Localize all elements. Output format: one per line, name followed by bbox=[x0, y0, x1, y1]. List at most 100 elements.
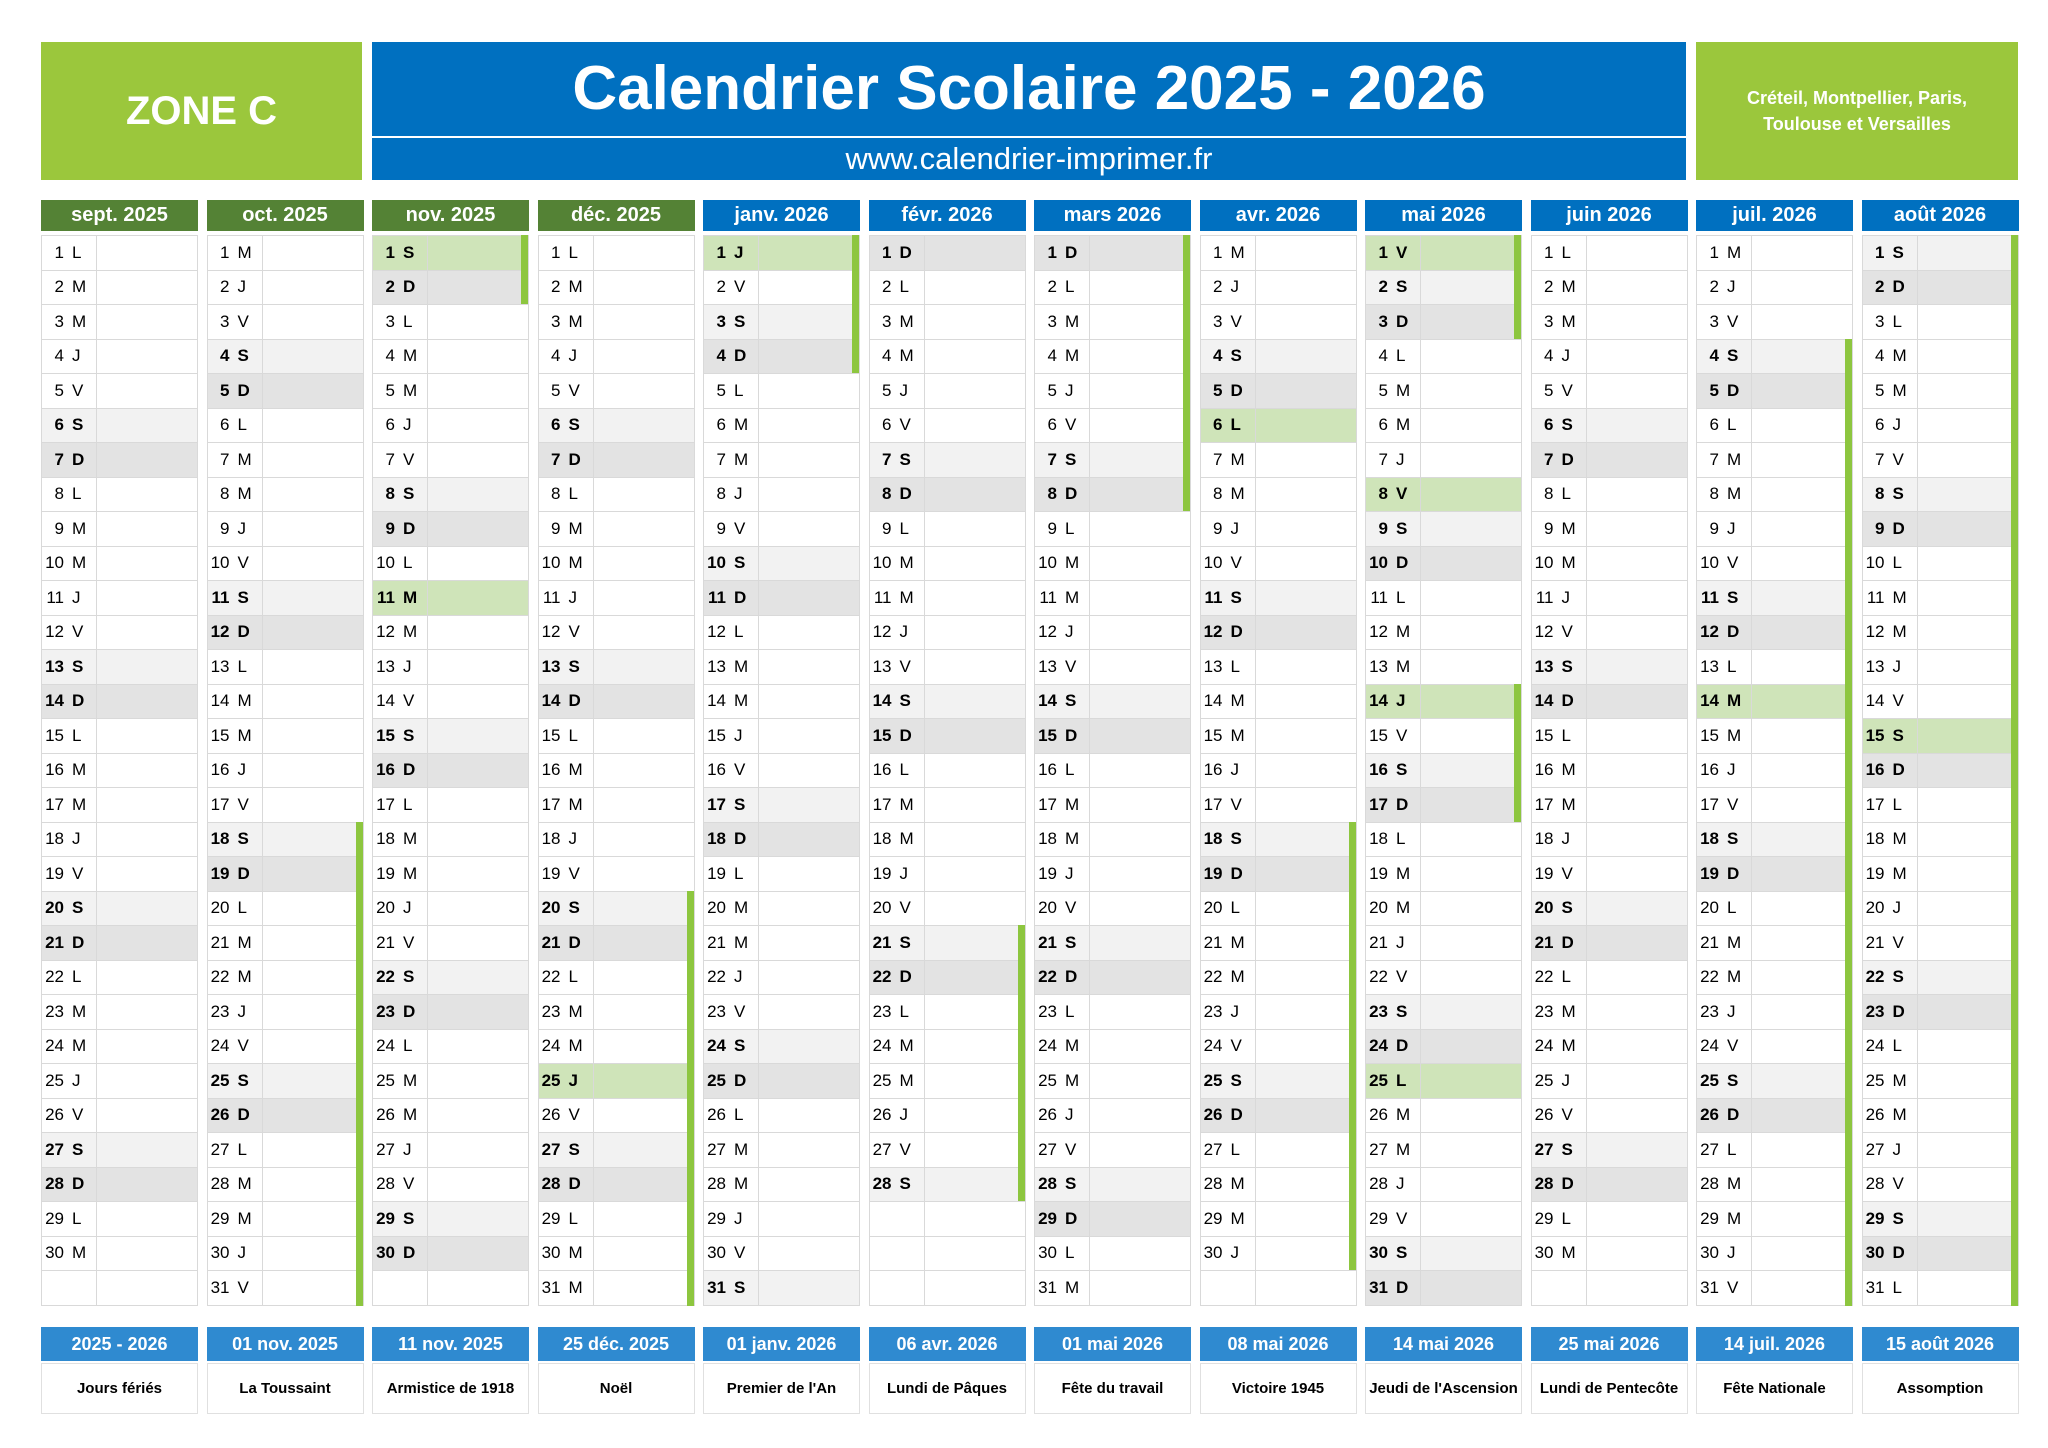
day-letter: M bbox=[1727, 484, 1742, 504]
day-letter: V bbox=[734, 277, 746, 297]
day-cell: 14 J bbox=[1365, 683, 1522, 719]
day-cell: 28 V bbox=[372, 1166, 529, 1202]
cell-divider bbox=[1420, 788, 1421, 822]
cell-divider bbox=[1916, 788, 1918, 822]
day-letter: L bbox=[1396, 829, 1406, 849]
cell-divider bbox=[1420, 581, 1421, 615]
day-letter: L bbox=[1561, 725, 1571, 745]
day-letter: V bbox=[403, 1174, 415, 1194]
day-letter: V bbox=[1230, 1036, 1242, 1056]
day-number: 29 bbox=[210, 1208, 230, 1228]
day-number: 22 bbox=[872, 967, 892, 987]
day-number: 26 bbox=[1700, 1105, 1719, 1125]
vacation-bar bbox=[355, 1201, 363, 1237]
day-number: 25 bbox=[707, 1070, 726, 1090]
vacation-bar bbox=[1017, 1166, 1025, 1202]
cell-divider bbox=[427, 1271, 428, 1305]
day-number: 22 bbox=[1038, 967, 1057, 987]
cell-divider bbox=[758, 1133, 759, 1167]
day-number: 21 bbox=[872, 932, 892, 952]
day-number: 31 bbox=[1700, 1277, 1719, 1297]
vacation-bar bbox=[1183, 338, 1190, 374]
vacation-bar bbox=[2010, 821, 2018, 857]
cell-divider bbox=[923, 1202, 925, 1236]
cell-divider bbox=[1751, 408, 1752, 442]
day-letter: D bbox=[72, 1174, 85, 1194]
day-number: 12 bbox=[541, 622, 561, 642]
vacation-bar bbox=[1183, 442, 1190, 478]
day-number: 23 bbox=[1038, 1001, 1057, 1021]
day-number: 27 bbox=[45, 1139, 64, 1159]
vacation-bar bbox=[1017, 1028, 1025, 1064]
day-number: 19 bbox=[1369, 863, 1388, 883]
day-number: 18 bbox=[1369, 829, 1388, 849]
cell-divider bbox=[1254, 650, 1256, 684]
vacation-bar bbox=[1845, 442, 1852, 478]
cell-divider bbox=[1420, 546, 1421, 580]
title: Calendrier Scolaire 2025 - 2026 bbox=[572, 53, 1486, 123]
day-number: 24 bbox=[541, 1036, 561, 1056]
cell-divider bbox=[1916, 305, 1918, 339]
day-letter: M bbox=[1727, 1174, 1742, 1194]
cell-divider bbox=[1089, 753, 1090, 787]
day-cell: 20 L bbox=[1199, 890, 1357, 926]
day-letter: M bbox=[237, 691, 252, 711]
cell-divider bbox=[1916, 1167, 1918, 1201]
cell-divider bbox=[261, 512, 263, 546]
cell-divider bbox=[1916, 1202, 1918, 1236]
day-letter: J bbox=[734, 967, 743, 987]
cell-divider bbox=[923, 443, 925, 477]
vacation-bar bbox=[2010, 1132, 2018, 1168]
cell-divider bbox=[1089, 1064, 1090, 1098]
cell-divider bbox=[1751, 891, 1752, 925]
day-letter: M bbox=[568, 760, 583, 780]
day-letter: S bbox=[72, 415, 84, 435]
day-cell: 26 J bbox=[868, 1097, 1026, 1133]
day-letter: M bbox=[734, 691, 749, 711]
day-letter: M bbox=[72, 277, 87, 297]
cell-divider bbox=[1585, 374, 1587, 408]
vacation-bar bbox=[1348, 821, 1356, 857]
cell-divider bbox=[1254, 960, 1256, 994]
day-cell: 17 M bbox=[868, 787, 1026, 823]
day-cell: 28 S bbox=[868, 1166, 1026, 1202]
vacation-bar bbox=[2010, 959, 2018, 995]
day-number: 31 bbox=[1369, 1277, 1388, 1297]
day-number: 8 bbox=[1544, 484, 1554, 504]
cell-divider bbox=[261, 236, 263, 270]
day-number: 7 bbox=[1544, 449, 1554, 469]
cell-divider bbox=[1751, 512, 1752, 546]
day-cell: 30 J bbox=[1696, 1235, 1853, 1271]
day-letter: V bbox=[237, 553, 249, 573]
day-number: 16 bbox=[1038, 760, 1057, 780]
day-cell: 16 S bbox=[1365, 752, 1522, 788]
day-letter: V bbox=[237, 1277, 249, 1297]
day-number: 4 bbox=[551, 346, 561, 366]
day-letter: M bbox=[1065, 346, 1080, 366]
cell-divider bbox=[1751, 339, 1752, 373]
footer-label: La Toussaint bbox=[206, 1363, 364, 1414]
day-number: 14 bbox=[1369, 691, 1388, 711]
cell-divider bbox=[923, 270, 925, 304]
day-cell: 25 D bbox=[703, 1063, 860, 1099]
vacation-bar bbox=[1183, 235, 1190, 271]
day-number: 4 bbox=[716, 346, 726, 366]
day-number: 10 bbox=[1038, 553, 1057, 573]
day-letter: J bbox=[403, 415, 412, 435]
vacation-bar bbox=[1348, 856, 1356, 892]
vacation-bar bbox=[2010, 994, 2018, 1030]
cell-divider bbox=[1916, 546, 1918, 580]
day-letter: M bbox=[237, 484, 252, 504]
cell-divider bbox=[1751, 788, 1752, 822]
day-number: 6 bbox=[882, 415, 892, 435]
day-letter: D bbox=[403, 1243, 416, 1263]
day-letter: S bbox=[734, 311, 746, 331]
cell-divider bbox=[923, 891, 925, 925]
